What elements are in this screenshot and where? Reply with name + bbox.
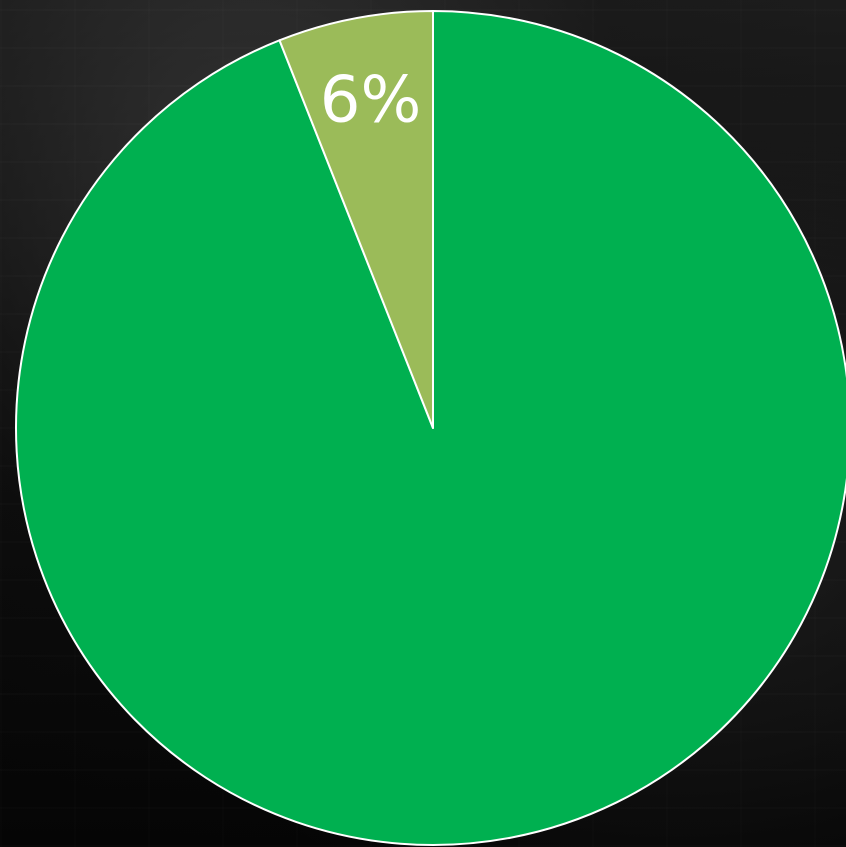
pie-slice-label-1: 6% <box>320 63 422 137</box>
pie-slice-1 <box>278 10 434 429</box>
pie-labels: 6% <box>320 63 422 137</box>
pie-slices <box>15 10 846 846</box>
pie-slice-0 <box>15 10 846 846</box>
